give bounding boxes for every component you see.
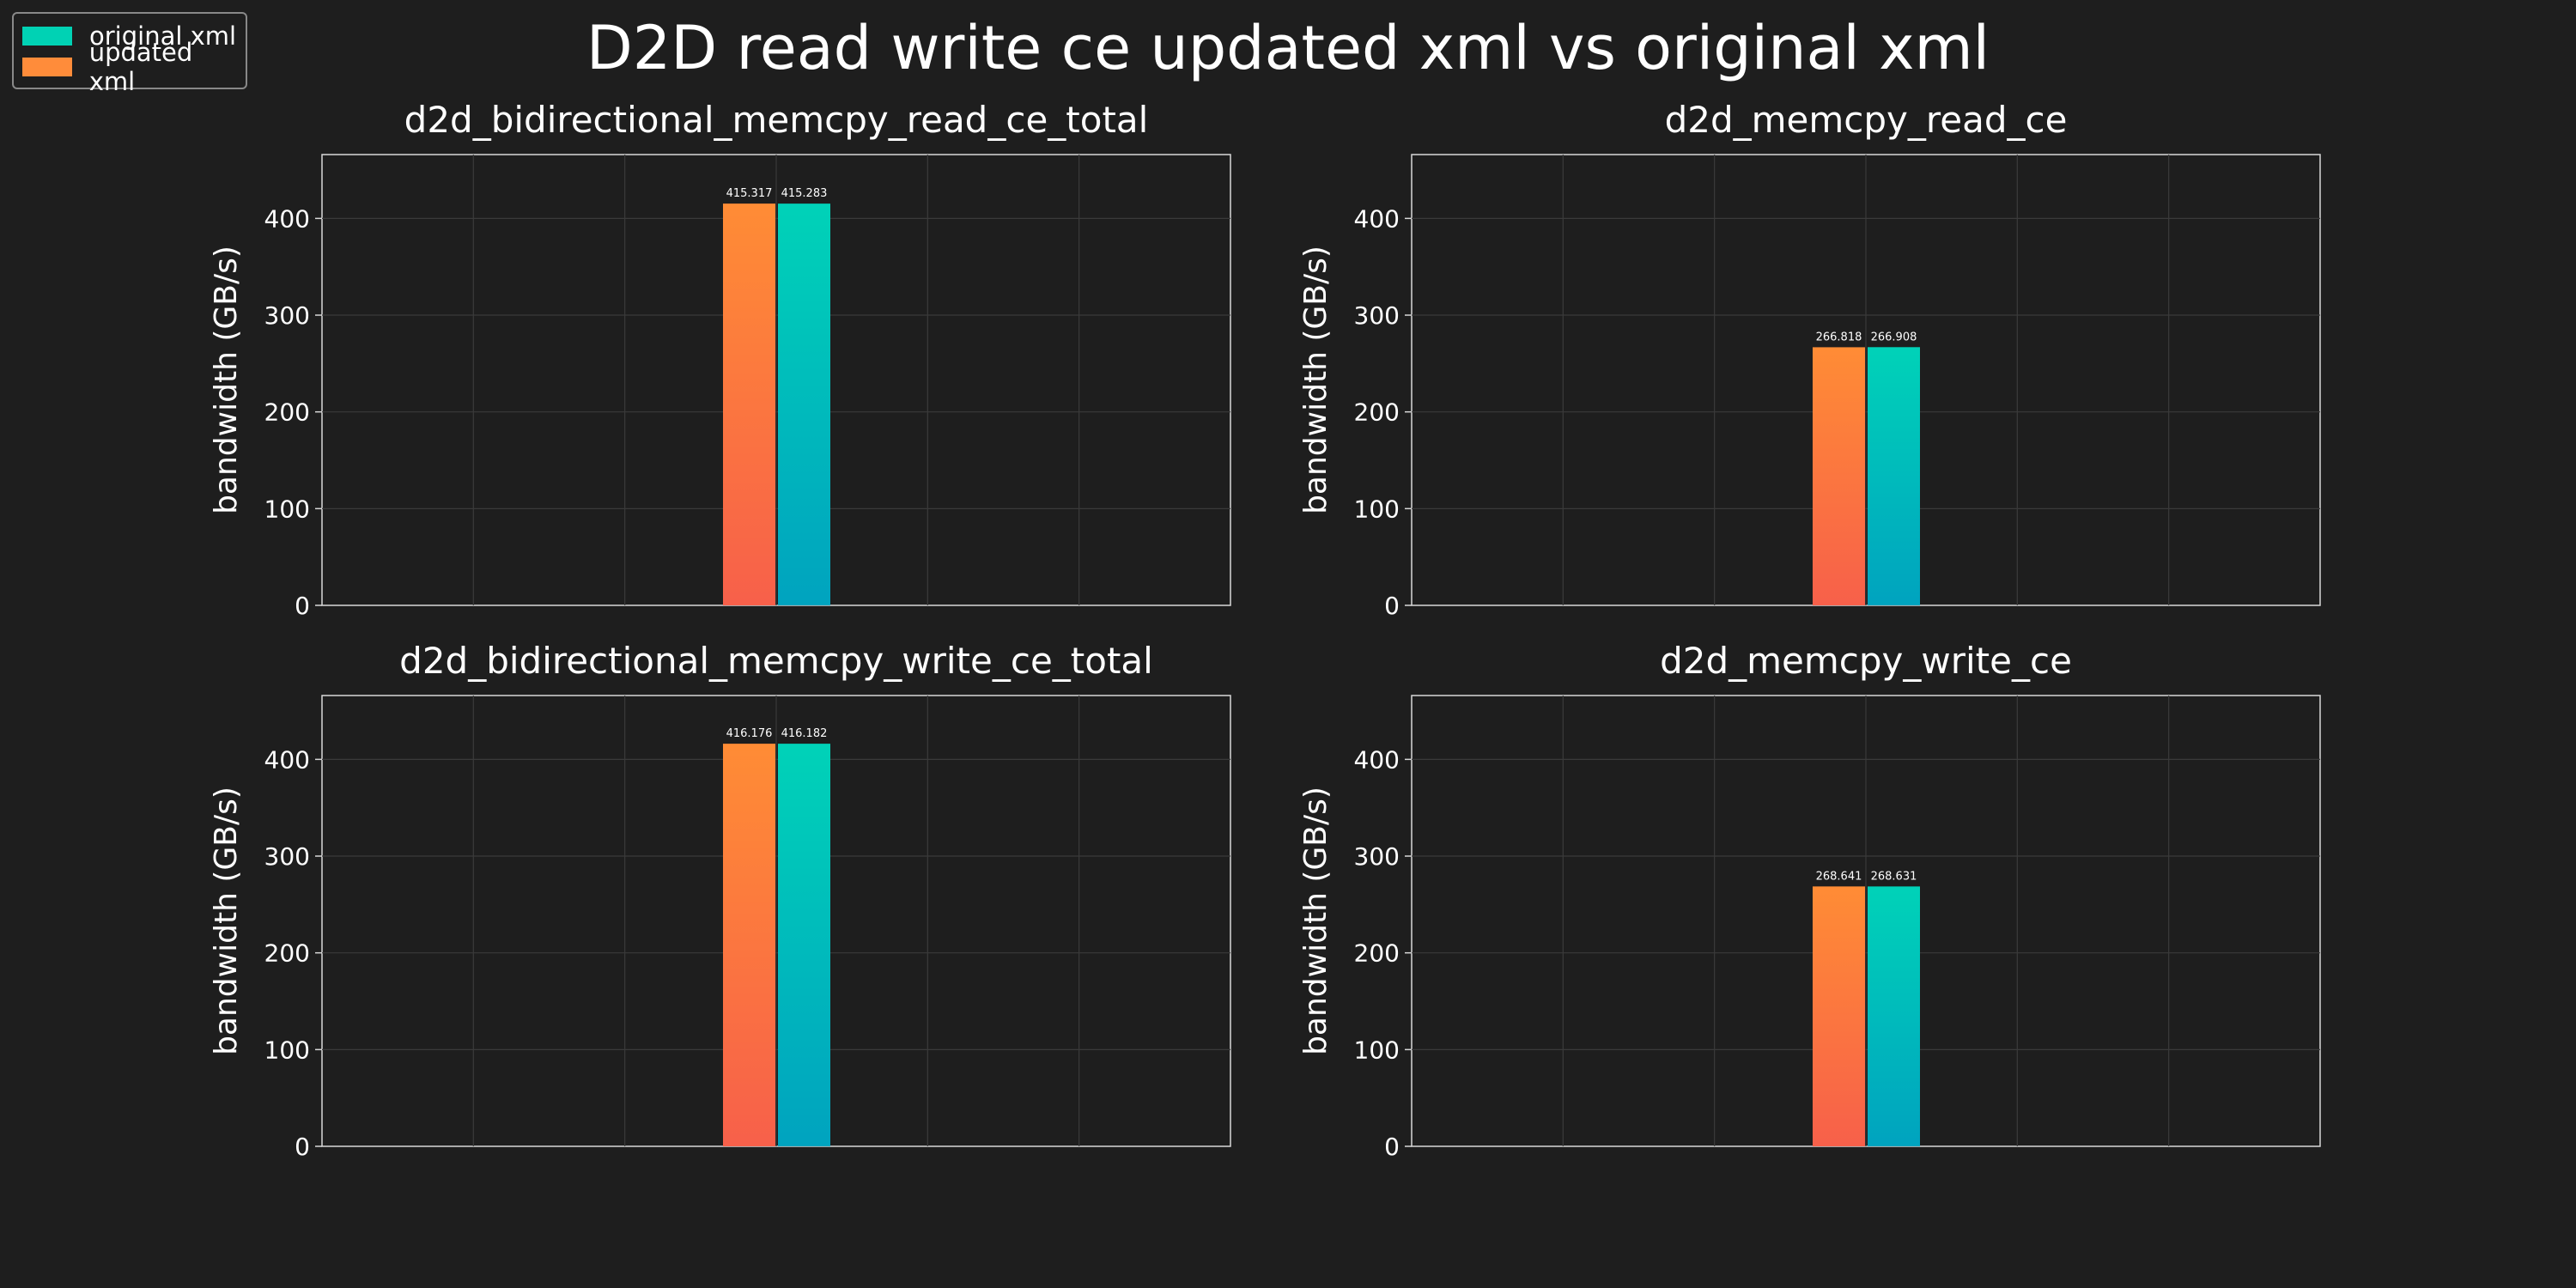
subplot-1: 0 100 200 300 400 d2d_bidirectional_memcpy_re… (209, 99, 1231, 620)
y-tick-label: 100 (264, 495, 310, 523)
y-tick-label: 200 (1354, 939, 1400, 968)
data-label-updated-xml: 266.818 (1816, 331, 1862, 343)
legend-swatch-original (22, 27, 72, 46)
bar-updated-xml (1813, 886, 1865, 1146)
y-tick-label: 300 (1354, 842, 1400, 871)
subplot-4: 0 100 200 300 400 d2d_memcpy_write_ce bandwidt… (1298, 640, 2321, 1161)
y-tick-label: 100 (1354, 1036, 1400, 1064)
data-label-original-xml: 268.631 (1871, 870, 1917, 883)
y-tick-label: 0 (295, 1133, 310, 1161)
subplot-title: d2d_bidirectional_memcpy_read_ce_total (404, 99, 1149, 141)
y-tick-label: 300 (264, 842, 310, 871)
y-tick-label: 400 (1354, 204, 1400, 233)
data-label-updated-xml: 416.176 (726, 727, 773, 740)
y-axis-label: bandwidth (GB/s) (1298, 787, 1334, 1055)
subplot-2: 0 100 200 300 400 d2d_memcpy_read_ce bandwidth… (1298, 99, 2321, 620)
y-tick-label: 200 (264, 939, 310, 968)
y-axis-label: bandwidth (GB/s) (1298, 246, 1334, 514)
y-tick-label: 0 (295, 592, 310, 620)
bar-updated-xml (723, 744, 775, 1146)
legend-swatch-updated (22, 58, 72, 76)
bar-original-xml (1868, 886, 1920, 1146)
y-tick-label: 0 (1384, 592, 1400, 620)
y-axis-label: bandwidth (GB/s) (209, 246, 244, 514)
bar-updated-xml (1813, 347, 1865, 605)
y-tick-label: 100 (264, 1036, 310, 1064)
bar-updated-xml (723, 204, 775, 605)
subplot-title: d2d_bidirectional_memcpy_write_ce_total (399, 640, 1153, 682)
data-label-updated-xml: 415.317 (726, 187, 773, 200)
legend: original xml updated xml (12, 12, 247, 96)
data-label-original-xml: 415.283 (781, 187, 828, 200)
y-tick-label: 400 (264, 745, 310, 774)
figure-title: D2D read write ce updated xml vs origina… (586, 13, 1990, 83)
legend-label-original: original xml (89, 21, 237, 51)
subplot-title: d2d_memcpy_write_ce (1660, 640, 2072, 682)
y-tick-label: 200 (1354, 398, 1400, 427)
y-tick-label: 300 (1354, 301, 1400, 330)
bar-original-xml (778, 744, 830, 1146)
legend-item-updated: updated xml (22, 38, 246, 96)
bar-original-xml (1868, 347, 1920, 605)
y-tick-label: 300 (264, 301, 310, 330)
y-tick-label: 0 (1384, 1133, 1400, 1161)
legend-label-updated: updated xml (88, 38, 193, 96)
legend-item-original: original xml (22, 21, 236, 52)
bar-original-xml (778, 204, 830, 605)
subplot-3: 0 100 200 300 400 d2d_bidirectional_memcpy_wr… (209, 640, 1231, 1161)
y-tick-label: 400 (264, 204, 310, 233)
y-tick-label: 200 (264, 398, 310, 427)
data-label-original-xml: 416.182 (781, 727, 828, 740)
data-label-original-xml: 266.908 (1871, 331, 1917, 343)
data-label-updated-xml: 268.641 (1816, 870, 1862, 883)
subplot-title: d2d_memcpy_read_ce (1665, 99, 2068, 141)
y-axis-label: bandwidth (GB/s) (209, 787, 244, 1055)
y-tick-label: 100 (1354, 495, 1400, 523)
y-tick-label: 400 (1354, 745, 1400, 774)
